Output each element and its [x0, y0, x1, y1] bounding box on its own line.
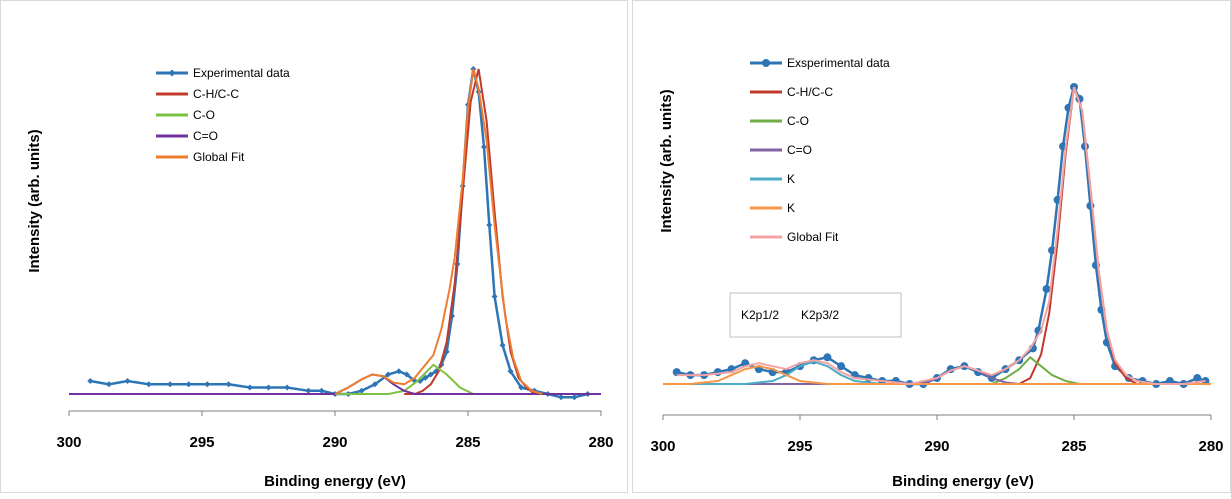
legend-label: Exsperimental data: [787, 56, 890, 70]
x-tick-label: 295: [189, 434, 214, 451]
x-tick-label: 290: [924, 438, 949, 455]
data-point: [837, 362, 846, 371]
x-axis-ticks: 300 295 290 285 280: [56, 411, 614, 451]
legend-item-k: K: [750, 201, 795, 215]
data-point: [145, 381, 152, 388]
data-point: [284, 384, 291, 391]
x-tick-label: 290: [322, 434, 347, 451]
x-tick-label: 280: [1198, 438, 1223, 455]
x-axis-ticks: 300 295 290 285 280: [650, 415, 1224, 455]
legend-item-c-o: C-O: [156, 108, 215, 122]
legend-marker: [168, 69, 176, 77]
data-point: [385, 371, 392, 378]
data-point: [87, 378, 94, 384]
plot-area: [663, 83, 1211, 388]
data-point: [305, 387, 312, 394]
legend-item-c-h-c-c: C-H/C-C: [156, 87, 239, 101]
x-tick-label: 285: [1061, 438, 1086, 455]
legend-item-experimental-data: Experimental data: [156, 66, 290, 80]
series-line-c-h-c-c: [404, 68, 536, 395]
data-point: [427, 371, 434, 378]
data-point: [246, 384, 253, 391]
legend-label: K: [787, 201, 795, 215]
data-point: [486, 222, 493, 228]
series-k: [663, 360, 1211, 385]
chart-left: Experimental data C-H/C-C C-O C=O Global Fit…: [26, 66, 614, 490]
series-c-h-c-c: [404, 68, 536, 395]
plot-area: [69, 66, 601, 401]
data-point: [395, 368, 402, 375]
data-point: [185, 381, 192, 388]
legend-label: C-H/C-C: [787, 85, 833, 99]
data-point: [204, 381, 211, 388]
legend-label: C-O: [787, 114, 809, 128]
series-line-k: [663, 360, 1211, 385]
legend-item-c-h-c-c: C-H/C-C: [750, 85, 833, 99]
data-point: [105, 381, 112, 388]
chart-panel-left: Experimental data C-H/C-C C-O C=O Global Fit…: [0, 0, 628, 493]
x-axis-title: Binding energy (eV): [892, 473, 1034, 490]
series-line-global-fit: [676, 86, 1206, 386]
legend-label: Global Fit: [787, 230, 839, 244]
y-axis-title: Intensity (arb. units): [26, 129, 43, 272]
series-global-fit: [334, 68, 543, 395]
data-point: [713, 368, 722, 377]
data-point: [558, 394, 565, 401]
data-point: [823, 353, 832, 362]
legend-item-c-o: C-O: [750, 114, 809, 128]
annotation-box: K2p1/2 K2p3/2: [729, 292, 902, 338]
x-axis-title: Binding energy (eV): [264, 473, 406, 490]
legend-label: K: [787, 172, 795, 186]
x-tick-label: 280: [588, 434, 613, 451]
series-k: [663, 365, 1211, 385]
series-line-k: [663, 365, 1211, 385]
legend-label: C=O: [193, 129, 218, 143]
legend-item-c-o: C=O: [156, 129, 218, 143]
data-point: [422, 374, 429, 381]
legend-label: Global Fit: [193, 150, 245, 164]
legend: Experimental data C-H/C-C C-O C=O Global Fit: [156, 66, 290, 164]
data-point: [265, 384, 272, 391]
data-point: [358, 387, 365, 394]
legend-item-k: K: [750, 172, 795, 186]
series-line-experimental-data: [90, 68, 589, 399]
legend-label: Experimental data: [193, 66, 290, 80]
series-line-global-fit: [334, 68, 543, 395]
x-tick-label: 295: [787, 438, 812, 455]
x-tick-label: 285: [455, 434, 480, 451]
data-point: [571, 394, 578, 401]
series-global-fit: [676, 86, 1206, 386]
data-point: [371, 381, 378, 388]
data-point: [167, 381, 174, 388]
data-point: [318, 387, 325, 394]
data-point: [1193, 374, 1202, 383]
annotation-k2p1-2: K2p1/2: [741, 308, 779, 322]
data-point: [864, 374, 873, 383]
data-point: [507, 368, 514, 375]
annotation-k2p3-2: K2p3/2: [801, 308, 839, 322]
legend-label: C-H/C-C: [193, 87, 239, 101]
legend-item-global-fit: Global Fit: [156, 150, 245, 164]
chart-right: Exsperimental data C-H/C-C C-O C=O K K Global …: [650, 56, 1224, 490]
data-point: [124, 378, 131, 384]
data-point: [480, 144, 487, 150]
data-point: [225, 381, 232, 388]
legend-label: C=O: [787, 143, 812, 157]
data-point: [1042, 284, 1051, 293]
chart-panel-right: Exsperimental data C-H/C-C C-O C=O K K Global …: [632, 0, 1231, 493]
legend: Exsperimental data C-H/C-C C-O C=O K K Global …: [750, 56, 890, 244]
data-point: [499, 342, 506, 349]
legend-marker: [762, 59, 770, 67]
x-tick-label: 300: [56, 434, 81, 451]
legend-label: C-O: [193, 108, 215, 122]
y-axis-title: Intensity (arb. units): [658, 89, 675, 232]
legend-item-exsperimental-data: Exsperimental data: [750, 56, 890, 70]
data-point: [403, 371, 410, 378]
data-point: [518, 384, 525, 391]
x-tick-label: 300: [650, 438, 675, 455]
legend-item-global-fit: Global Fit: [750, 230, 839, 244]
data-point: [491, 293, 498, 300]
legend-item-c-o: C=O: [750, 143, 812, 157]
